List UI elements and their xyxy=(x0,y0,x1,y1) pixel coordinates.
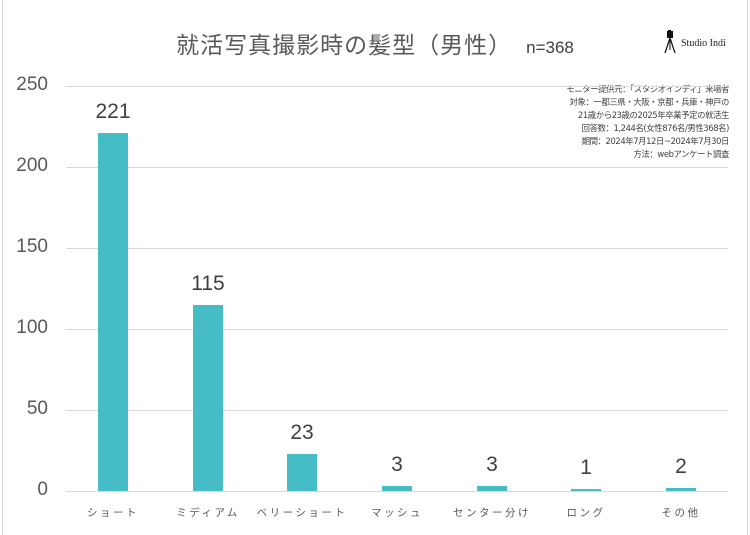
bar[interactable] xyxy=(98,133,128,491)
y-tick-label: 50 xyxy=(26,398,48,419)
x-category-label: その他 xyxy=(661,507,701,519)
survey-note: モニター提供元：「スタジオインディ」来場者 対象：一都三県・大阪・京都・兵庫・神… xyxy=(566,83,729,161)
y-tick-label: 150 xyxy=(16,236,48,257)
y-tick-label: 0 xyxy=(37,479,48,500)
note-line: 対象：一都三県・大阪・京都・兵庫・神戸の xyxy=(569,97,730,107)
data-label: 115 xyxy=(191,272,225,295)
x-category-label: ロング xyxy=(566,507,606,519)
y-tick-label: 200 xyxy=(16,155,48,176)
note-line: モニター提供元：「スタジオインディ」来場者 xyxy=(566,84,729,94)
data-label: 3 xyxy=(486,453,498,476)
brand-logo: Studio Indi xyxy=(663,30,726,54)
note-line: 21歳から23歳の2025年卒業予定の就活生 xyxy=(577,110,729,120)
bar[interactable] xyxy=(571,489,601,491)
chart-title: 就活写真撮影時の髪型（男性） n=368 xyxy=(0,26,750,60)
data-label: 1 xyxy=(580,456,592,479)
bar[interactable] xyxy=(382,486,412,491)
data-label: 221 xyxy=(95,100,131,123)
x-category-label: マッシュ xyxy=(371,507,423,519)
note-line: 回答数：1,244名(女性876名/男性368名) xyxy=(581,123,730,133)
x-category-label: ミディアム xyxy=(176,507,240,519)
y-tick-label: 100 xyxy=(16,317,48,338)
bar[interactable] xyxy=(477,486,507,491)
camera-tripod-icon xyxy=(664,30,676,54)
gridline xyxy=(66,248,728,249)
bar[interactable] xyxy=(287,454,317,491)
chart-title-text: 就活写真撮影時の髪型（男性） xyxy=(176,33,513,59)
sample-size: n=368 xyxy=(526,38,574,57)
brand-name: Studio Indi xyxy=(681,37,726,49)
gridline xyxy=(66,491,728,492)
x-category-label: センター分け xyxy=(453,507,531,519)
data-label: 3 xyxy=(391,453,403,476)
gridline xyxy=(66,167,728,168)
gridline xyxy=(66,410,728,411)
gridline xyxy=(66,86,728,87)
y-tick-label: 250 xyxy=(16,74,48,95)
gridline xyxy=(66,329,728,330)
bar[interactable] xyxy=(193,305,223,491)
x-category-label: ショート xyxy=(87,507,139,519)
x-category-label: ベリーショート xyxy=(256,507,348,519)
note-line: 方法：webアンケート調査 xyxy=(633,149,729,159)
note-line: 期間：2024年7月12日~2024年7月30日 xyxy=(581,136,730,146)
data-label: 2 xyxy=(675,455,687,478)
bar[interactable] xyxy=(666,488,696,491)
data-label: 23 xyxy=(290,421,314,444)
